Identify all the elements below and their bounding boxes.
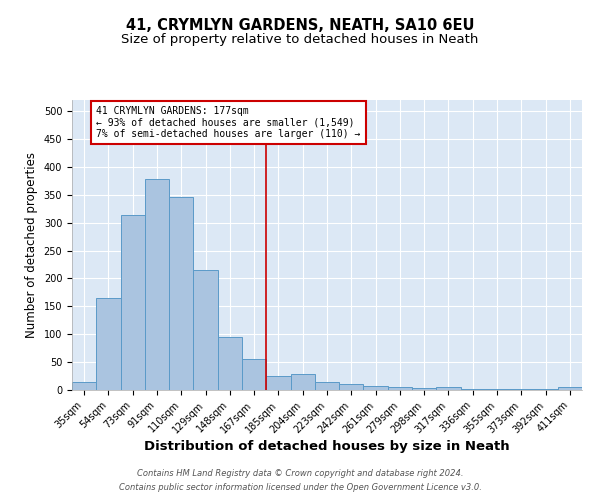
Bar <box>169 197 193 390</box>
Bar <box>218 337 242 390</box>
Bar <box>96 298 121 390</box>
Y-axis label: Number of detached properties: Number of detached properties <box>25 152 38 338</box>
Bar <box>72 382 96 390</box>
Text: 41 CRYMLYN GARDENS: 177sqm
← 93% of detached houses are smaller (1,549)
7% of se: 41 CRYMLYN GARDENS: 177sqm ← 93% of deta… <box>96 106 361 139</box>
Text: 41, CRYMLYN GARDENS, NEATH, SA10 6EU: 41, CRYMLYN GARDENS, NEATH, SA10 6EU <box>126 18 474 32</box>
Bar <box>339 384 364 390</box>
Bar <box>364 386 388 390</box>
Text: Size of property relative to detached houses in Neath: Size of property relative to detached ho… <box>121 32 479 46</box>
Bar <box>315 382 339 390</box>
Bar <box>145 179 169 390</box>
Bar <box>266 376 290 390</box>
Bar <box>121 216 145 390</box>
Text: Contains public sector information licensed under the Open Government Licence v3: Contains public sector information licen… <box>119 484 481 492</box>
Text: Contains HM Land Registry data © Crown copyright and database right 2024.: Contains HM Land Registry data © Crown c… <box>137 468 463 477</box>
X-axis label: Distribution of detached houses by size in Neath: Distribution of detached houses by size … <box>144 440 510 453</box>
Bar <box>193 270 218 390</box>
Bar <box>242 359 266 390</box>
Bar <box>412 388 436 390</box>
Bar <box>436 387 461 390</box>
Bar <box>558 387 582 390</box>
Bar <box>290 374 315 390</box>
Bar <box>388 386 412 390</box>
